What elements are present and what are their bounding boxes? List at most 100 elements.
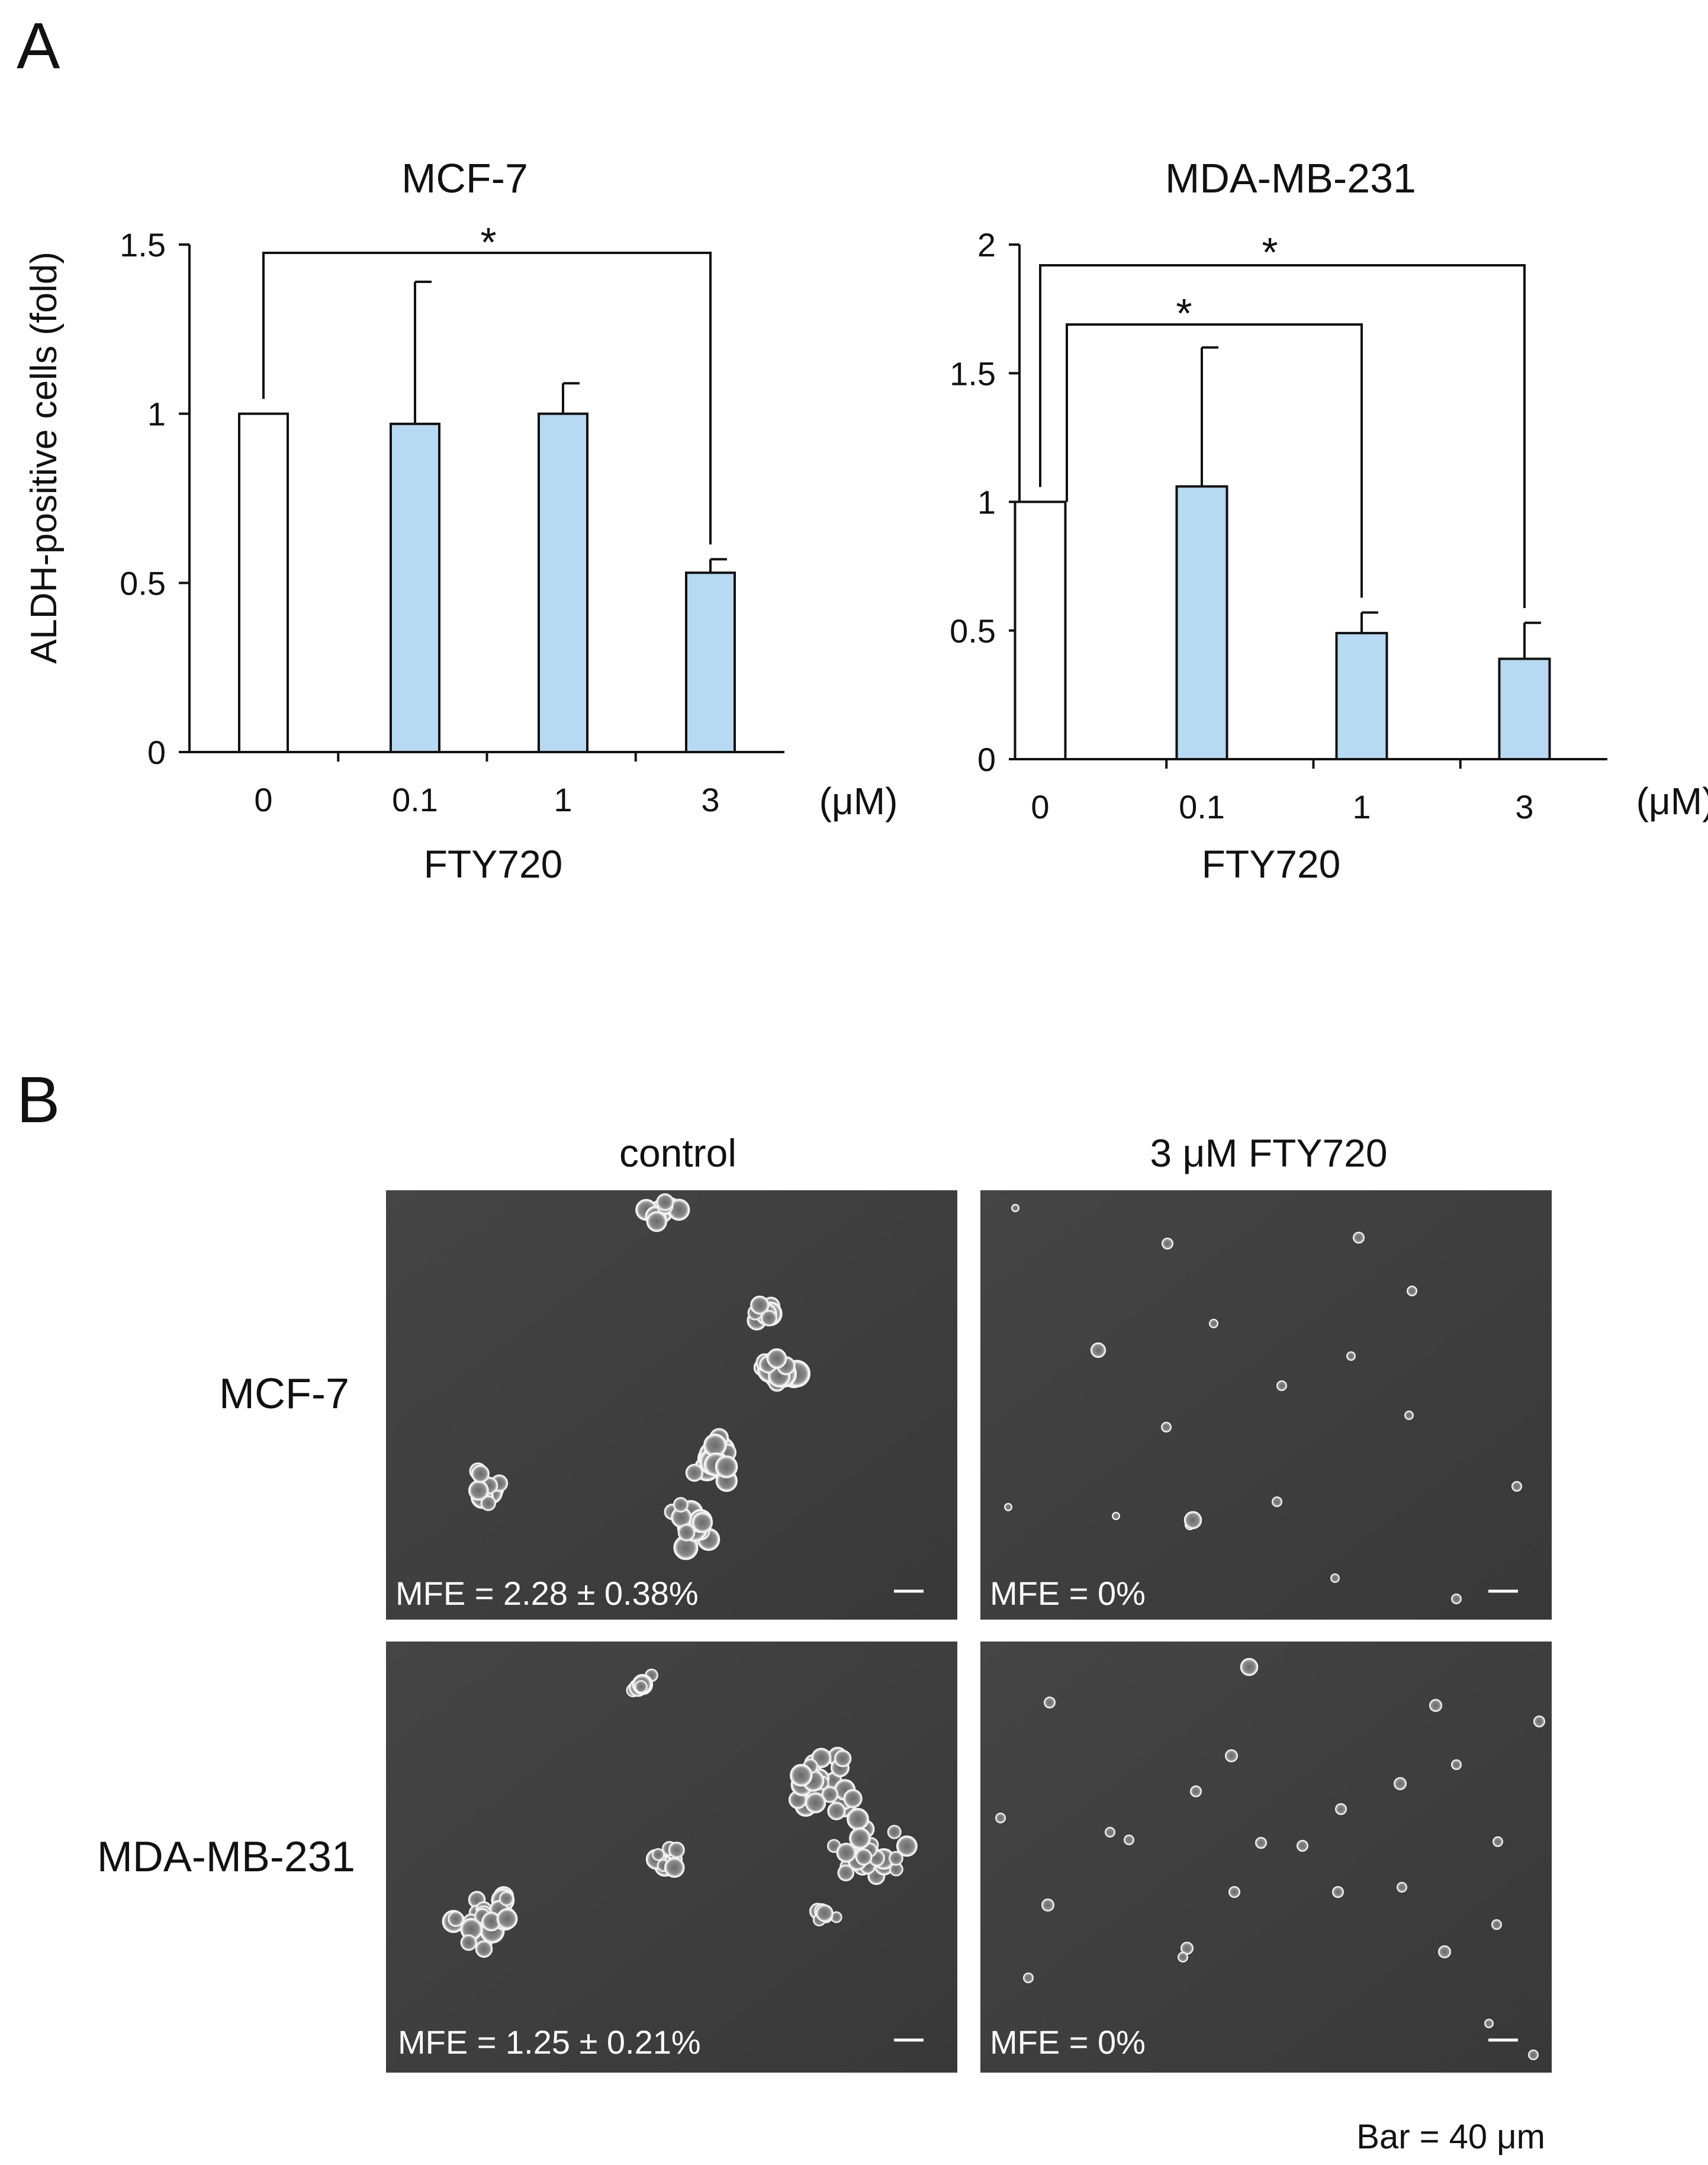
cell: [1528, 2050, 1539, 2060]
cell: [480, 1495, 496, 1511]
unit-label-mcf7: (μM): [819, 780, 898, 823]
y-axis-label: ALDH-positive cells (fold): [24, 252, 65, 664]
cell: [668, 1841, 685, 1858]
cell: [685, 1463, 704, 1482]
micrograph-mcf7-control: MFE = 2.28 ± 0.38%: [386, 1190, 957, 1620]
y-tick-label: 1: [977, 484, 996, 521]
cell: [1451, 1759, 1462, 1770]
x-tick-label: 1: [1352, 788, 1371, 825]
cell: [652, 1848, 665, 1861]
mfe-label: MFE = 2.28 ± 0.38%: [395, 1575, 699, 1612]
cell: [1493, 1836, 1503, 1847]
cell: [1353, 1232, 1365, 1244]
chart-title-mda: MDA-MB-231: [1165, 155, 1416, 201]
significance-marker: *: [1262, 229, 1278, 275]
cell: [1209, 1319, 1218, 1328]
x-tick-label: 0: [254, 781, 272, 818]
cell: [790, 1764, 813, 1787]
y-tick-label: 1.5: [950, 355, 996, 392]
cell: [677, 1523, 696, 1541]
y-tick-label: 1: [147, 396, 166, 433]
cell: [1429, 1699, 1442, 1712]
cell: [656, 1193, 674, 1212]
cell: [1225, 1749, 1238, 1762]
row-label-mda: MDA-MB-231: [97, 1833, 355, 1881]
cell: [1438, 1945, 1451, 1958]
cell: [691, 1512, 713, 1533]
bar: [390, 422, 440, 753]
x-tick-label: 3: [1515, 788, 1533, 825]
cell: [1112, 1512, 1120, 1520]
cell: [1090, 1342, 1106, 1358]
y-tick-label: 0: [977, 741, 996, 778]
x-tick-label: 0: [1031, 788, 1049, 825]
bar: [1335, 632, 1388, 760]
cell: [1332, 1886, 1344, 1898]
cell: [821, 1786, 839, 1803]
significance-bracket: [262, 252, 712, 545]
micrograph-mda-fty720: MFE = 0%: [980, 1642, 1552, 2073]
cell: [1240, 1658, 1259, 1676]
cell: [1105, 1827, 1115, 1838]
significance-marker: *: [480, 219, 496, 265]
bar: [685, 571, 736, 754]
cell: [1397, 1882, 1407, 1893]
bar: [538, 412, 588, 753]
cell: [1228, 1886, 1240, 1898]
bar: [1014, 500, 1067, 760]
cell: [1394, 1777, 1407, 1790]
cell: [760, 1309, 777, 1326]
chart-title-mcf7: MCF-7: [401, 155, 528, 201]
mfe-label: MFE = 0%: [990, 2023, 1146, 2061]
cell: [1330, 1573, 1340, 1583]
cell: [836, 1842, 857, 1863]
cell: [1044, 1697, 1056, 1708]
cell: [460, 1934, 477, 1951]
cell: [664, 1857, 685, 1878]
cell: [634, 1680, 648, 1694]
panel-b-label: B: [17, 1064, 60, 1136]
cell: [1511, 1481, 1522, 1492]
cell: [1023, 1973, 1034, 1983]
micrograph-mda-control: MFE = 1.25 ± 0.21%: [386, 1642, 957, 2073]
bar: [1175, 485, 1228, 760]
cell: [646, 1211, 667, 1232]
cell: [1484, 2019, 1494, 2028]
chart-mcf7: MCF-7 0 0.5 1 1.5 0 0.1 1 3 * (μM) FTY720: [120, 155, 898, 886]
cell: [896, 1835, 918, 1857]
cell: [834, 1749, 852, 1768]
mfe-label: MFE = 0%: [990, 1575, 1146, 1612]
cell: [1276, 1380, 1287, 1391]
cell: [715, 1455, 738, 1479]
micrograph-mcf7-fty720: MFE = 0%: [980, 1190, 1552, 1620]
cell: [498, 1891, 514, 1906]
cell: [849, 1827, 871, 1849]
cell: [1451, 1594, 1462, 1604]
cell: [750, 1295, 770, 1315]
y-tick-label: 0: [147, 734, 166, 771]
cell: [673, 1497, 689, 1513]
cell: [475, 1940, 493, 1958]
cell: [1297, 1840, 1308, 1852]
cell: [1183, 1511, 1202, 1530]
cell: [1178, 1952, 1188, 1962]
y-tick-label: 0.5: [950, 612, 996, 650]
chart-mda-mb-231: MDA-MB-231 0 0.5 1 1.5 2 0 0.1 1 3 * * (μM) FTY720: [950, 155, 1708, 886]
bar: [1498, 657, 1551, 761]
cell: [1407, 1286, 1417, 1296]
significance-bracket: [1039, 264, 1526, 608]
x-axis-label-mcf7: FTY720: [424, 842, 563, 886]
cell: [1004, 1503, 1012, 1511]
x-tick-label: 0.1: [392, 781, 438, 818]
significance-bracket: [1066, 323, 1363, 598]
y-tick-label: 0.5: [120, 564, 166, 602]
x-tick-label: 1: [554, 781, 572, 818]
cell: [1190, 1785, 1202, 1797]
cell: [1533, 1716, 1545, 1727]
row-label-mcf7: MCF-7: [219, 1370, 349, 1418]
cell: [1011, 1204, 1019, 1212]
cell: [1161, 1422, 1172, 1432]
cell: [1255, 1837, 1267, 1849]
y-tick-label: 2: [977, 226, 996, 264]
cell: [1346, 1351, 1356, 1361]
